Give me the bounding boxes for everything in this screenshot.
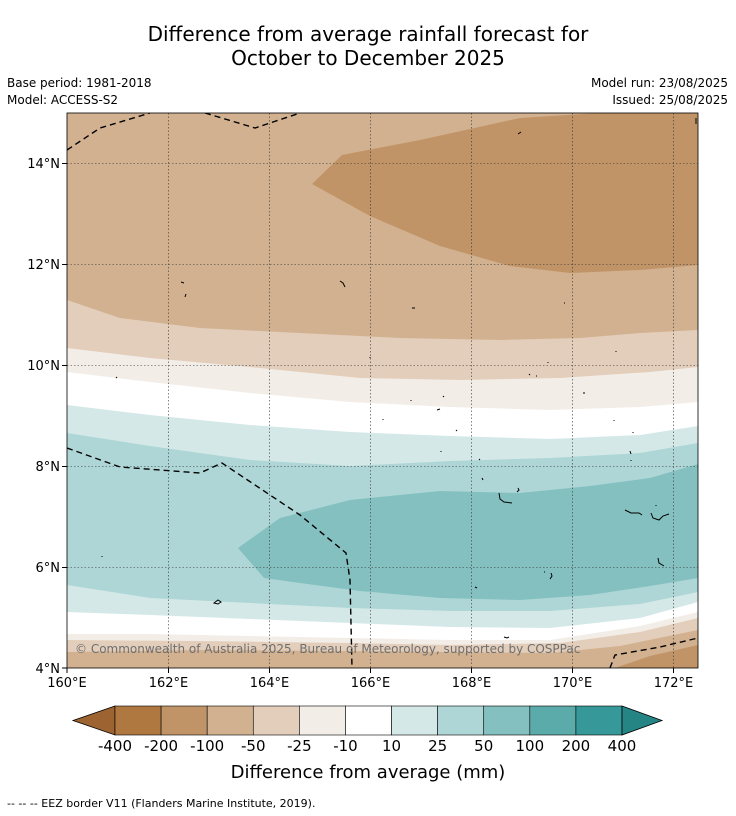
island xyxy=(481,477,520,493)
map-frame xyxy=(66,112,699,669)
colorbar-tick-label: 100 xyxy=(515,737,544,755)
colorbar-swatch xyxy=(437,705,485,736)
longitude-labels: 160°E 162°E 164°E 166°E 168°E 170°E 172°… xyxy=(47,676,693,691)
contour-band-south-tan xyxy=(67,630,698,668)
colorbar-tick-label: 400 xyxy=(608,737,637,755)
lon-label-160e: 160°E xyxy=(47,676,87,691)
eez-footnote: -- -- -- EEZ border V11 (Flanders Marine… xyxy=(7,797,316,810)
title-line-1: Difference from average rainfall forecas… xyxy=(147,22,589,46)
contour-band-dark-brown xyxy=(312,113,698,273)
colorbar-swatch xyxy=(299,705,346,736)
lon-label-170e: 170°E xyxy=(553,676,593,691)
island xyxy=(498,492,513,504)
lat-label-14n: 14°N xyxy=(27,157,60,172)
colorbar-extend-low xyxy=(71,705,116,736)
lat-label-4n: 4°N xyxy=(36,662,61,677)
island xyxy=(339,280,346,288)
island xyxy=(503,636,510,639)
colorbar-labels: -400 -200 -100 -50 -25 -10 10 25 50 100 200 400 xyxy=(98,737,636,755)
title-line-2: October to December 2025 xyxy=(231,46,505,70)
axis-ticks xyxy=(62,163,674,673)
contour-band-south-brown xyxy=(615,645,698,668)
base-period: Base period: 1981-2018 xyxy=(7,76,152,90)
colorbar-swatch xyxy=(206,705,254,736)
right-metadata: Model run: 23/08/2025 Issued: 25/08/2025 xyxy=(591,75,728,109)
colorbar xyxy=(71,705,664,736)
colorbar-tick-label: -10 xyxy=(333,737,358,755)
colorbar-tick-label: -200 xyxy=(144,737,178,755)
lon-label-162e: 162°E xyxy=(149,676,189,691)
lon-label-166e: 166°E xyxy=(351,676,391,691)
model-run: Model run: 23/08/2025 xyxy=(590,76,728,90)
eez-border-north-center xyxy=(204,113,301,129)
model-name: Model: ACCESS-S2 xyxy=(7,93,119,107)
colorbar-tick-label: -100 xyxy=(190,737,224,755)
island xyxy=(440,450,632,461)
lat-label-8n: 8°N xyxy=(36,460,61,475)
colorbar-swatch xyxy=(252,705,300,736)
issued-date: Issued: 25/08/2025 xyxy=(612,93,728,107)
lat-label-12n: 12°N xyxy=(27,258,60,273)
copyright-notice: © Commonwealth of Australia 2025, Bureau… xyxy=(75,642,580,656)
colorbar-swatch xyxy=(114,705,162,736)
island xyxy=(410,395,445,411)
colorbar-tick-label: 50 xyxy=(474,737,493,755)
latitude-labels: 14°N 12°N 10°N 8°N 6°N 4°N xyxy=(27,157,60,677)
colorbar-swatch xyxy=(529,705,577,736)
lat-label-10n: 10°N xyxy=(27,359,60,374)
colorbar-tick-label: 10 xyxy=(382,737,401,755)
colorbar-title: Difference from average (mm) xyxy=(230,762,506,783)
island xyxy=(180,281,187,298)
colorbar-tick-label: -50 xyxy=(241,737,266,755)
eez-border-north-west xyxy=(67,113,151,151)
island xyxy=(474,571,553,589)
gridlines xyxy=(67,113,698,668)
colorbar-swatch xyxy=(483,705,531,736)
colorbar-tick-label: -400 xyxy=(98,737,132,755)
colorbar-tick-label: -25 xyxy=(287,737,312,755)
colorbar-swatch xyxy=(345,705,392,736)
lon-label-172e: 172°E xyxy=(654,676,694,691)
island xyxy=(369,351,617,363)
colorbar-extend-high xyxy=(621,705,664,736)
eez-borders xyxy=(67,113,698,668)
island xyxy=(650,512,670,521)
map-title: Difference from average rainfall forecas… xyxy=(0,22,736,70)
island xyxy=(517,131,522,135)
island xyxy=(624,509,643,516)
colorbar-tick-label: 200 xyxy=(562,737,591,755)
colorbar-swatch xyxy=(160,705,208,736)
rainfall-contours xyxy=(67,113,698,668)
island xyxy=(382,419,634,433)
lat-label-6n: 6°N xyxy=(36,561,61,576)
islands xyxy=(101,118,697,639)
left-metadata: Base period: 1981-2018 Model: ACCESS-S2 xyxy=(7,75,152,109)
colorbar-swatch xyxy=(391,705,438,736)
island xyxy=(657,557,665,567)
lon-label-164e: 164°E xyxy=(250,676,290,691)
island xyxy=(212,599,222,605)
lon-label-168e: 168°E xyxy=(452,676,492,691)
colorbar-tick-label: 25 xyxy=(428,737,447,755)
island xyxy=(115,373,585,394)
colorbar-swatch xyxy=(575,705,623,736)
contour-band-dark-teal xyxy=(238,464,698,600)
